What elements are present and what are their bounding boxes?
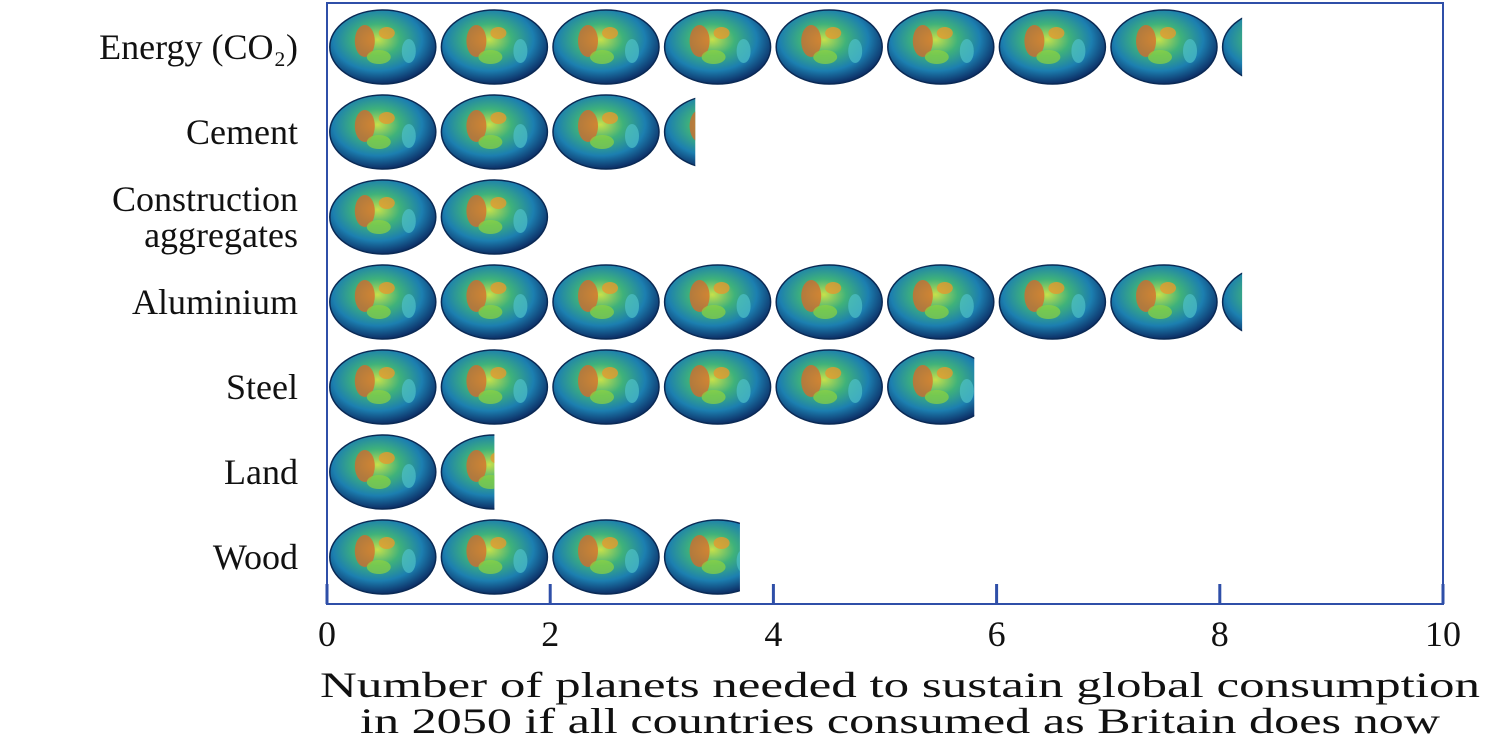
y-tick-label: Energy (CO₂) xyxy=(0,29,298,65)
x-tick-label: 10 xyxy=(1425,614,1461,654)
globe-icon xyxy=(665,95,771,169)
globe-icon xyxy=(441,435,547,509)
globe-icon xyxy=(330,520,436,594)
globe-icon xyxy=(441,95,547,169)
bar xyxy=(330,95,771,169)
globe-icon xyxy=(553,95,659,169)
globe-icon xyxy=(441,10,547,84)
page: 0 2 4 6 8 10 Number of planets needed to susta… xyxy=(0,0,1490,739)
x-tick-label: 8 xyxy=(1211,614,1229,654)
y-tick-label: Aluminium xyxy=(0,284,298,320)
bar xyxy=(330,10,1329,84)
globe-icon xyxy=(1111,265,1217,339)
y-tick-label: Wood xyxy=(0,539,298,575)
bar xyxy=(330,265,1329,339)
globe-icon xyxy=(330,435,436,509)
globe-icon xyxy=(776,10,882,84)
globe-icon xyxy=(330,350,436,424)
x-tick-label: 6 xyxy=(988,614,1006,654)
globe-icon xyxy=(888,350,994,424)
globe-icon xyxy=(330,265,436,339)
y-tick-label: Cement xyxy=(0,114,298,150)
globe-icon xyxy=(330,180,436,254)
bar xyxy=(330,435,548,509)
x-tick-label: 4 xyxy=(764,614,782,654)
globe-icon xyxy=(330,10,436,84)
globe-icon xyxy=(441,350,547,424)
globe-icon xyxy=(665,265,771,339)
y-tick-label: Construction aggregates xyxy=(0,181,298,253)
globe-icon xyxy=(665,520,771,594)
globe-icon xyxy=(553,265,659,339)
x-axis-label: Number of planets needed to sustain glob… xyxy=(320,665,1480,705)
globe-icon xyxy=(441,520,547,594)
globe-icon xyxy=(1111,10,1217,84)
globe-icon xyxy=(999,10,1105,84)
globe-icon xyxy=(776,265,882,339)
bar xyxy=(330,350,994,424)
globe-icon xyxy=(441,180,547,254)
y-tick-label: Land xyxy=(0,454,298,490)
globe-icon xyxy=(553,520,659,594)
globe-icon xyxy=(888,10,994,84)
bar xyxy=(330,180,548,254)
globe-icon xyxy=(776,350,882,424)
globe-icon xyxy=(1223,10,1329,84)
globe-icon xyxy=(665,350,771,424)
globe-icon xyxy=(553,350,659,424)
globe-icon xyxy=(1223,265,1329,339)
globe-icon xyxy=(553,10,659,84)
x-tick-label: 2 xyxy=(541,614,559,654)
x-tick-label: 0 xyxy=(318,614,336,654)
globe-icon xyxy=(888,265,994,339)
bar xyxy=(330,520,771,594)
globe-icon xyxy=(441,265,547,339)
y-tick-label: Steel xyxy=(0,369,298,405)
globe-icon xyxy=(330,95,436,169)
globe-icon xyxy=(665,10,771,84)
x-axis-label: in 2050 if all countries consumed as Bri… xyxy=(360,701,1440,739)
globe-icon xyxy=(999,265,1105,339)
